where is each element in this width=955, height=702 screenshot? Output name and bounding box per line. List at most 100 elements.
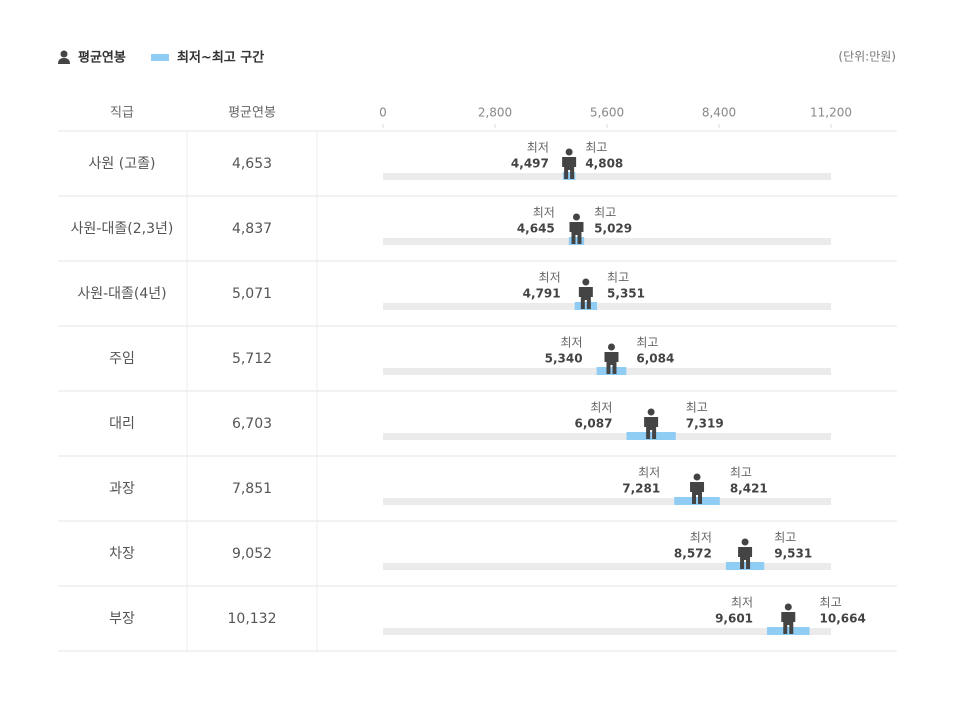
max-label: 최고 <box>730 466 752 480</box>
range-bar <box>562 172 576 180</box>
avg-value: 7,851 <box>232 481 272 497</box>
range-bar <box>574 302 598 310</box>
row-label: 사원-대졸(2,3년) <box>71 221 174 237</box>
marker-head <box>565 148 573 156</box>
avg-value: 4,653 <box>232 156 272 172</box>
range-bar <box>626 432 676 440</box>
row-label: 사원-대졸(4년) <box>77 286 166 302</box>
marker-head <box>693 473 701 481</box>
min-value: 4,791 <box>523 287 561 301</box>
track <box>383 173 831 180</box>
legend-icon-head <box>60 50 68 58</box>
column-header: 평균연봉 <box>228 106 276 121</box>
range-bar <box>767 627 810 635</box>
max-value: 5,029 <box>594 222 632 236</box>
marker-head <box>582 278 590 286</box>
min-value: 9,601 <box>715 612 753 626</box>
marker-head <box>647 408 655 416</box>
track <box>383 433 831 440</box>
max-label: 최고 <box>774 531 796 545</box>
min-label: 최저 <box>690 531 712 545</box>
max-label: 최고 <box>686 401 708 415</box>
marker-body <box>569 222 584 244</box>
min-value: 6,087 <box>575 417 613 431</box>
marker-head <box>741 538 749 546</box>
min-value: 4,497 <box>511 157 549 171</box>
x-tick-label: 2,800 <box>478 106 512 120</box>
max-label: 최고 <box>585 141 607 155</box>
max-value: 5,351 <box>607 287 645 301</box>
range-bar <box>674 497 720 505</box>
x-tick-label: 0 <box>379 106 387 120</box>
min-value: 4,645 <box>517 222 555 236</box>
max-value: 10,664 <box>820 612 866 626</box>
max-value: 4,808 <box>585 157 623 171</box>
row-label: 차장 <box>109 546 135 562</box>
min-value: 8,572 <box>674 547 712 561</box>
row-label: 사원 (고졸) <box>89 156 156 172</box>
marker-body <box>578 287 593 309</box>
max-label: 최고 <box>594 206 616 220</box>
min-label: 최저 <box>590 401 612 415</box>
unit-label: (단위:만원) <box>838 50 896 64</box>
marker-head <box>572 213 580 221</box>
marker-body <box>604 352 619 374</box>
min-value: 7,281 <box>622 482 660 496</box>
min-label: 최저 <box>638 466 660 480</box>
avg-marker <box>569 213 584 244</box>
max-value: 6,084 <box>636 352 674 366</box>
track <box>383 303 831 310</box>
marker-head <box>784 603 792 611</box>
marker-body <box>781 612 796 634</box>
avg-marker <box>644 408 659 439</box>
min-label: 최저 <box>539 271 561 285</box>
row-label: 과장 <box>109 481 135 497</box>
avg-value: 5,071 <box>232 286 272 302</box>
marker-body <box>738 547 753 569</box>
track <box>383 238 831 245</box>
marker-body <box>562 157 577 179</box>
min-label: 최저 <box>527 141 549 155</box>
max-label: 최고 <box>820 596 842 610</box>
avg-marker <box>690 473 705 504</box>
range-bar <box>596 367 627 375</box>
legend-swatch <box>151 54 169 61</box>
row-label: 대리 <box>109 416 135 432</box>
avg-value: 9,052 <box>232 546 272 562</box>
avg-marker <box>781 603 796 634</box>
avg-marker <box>738 538 753 569</box>
x-tick-label: 11,200 <box>810 106 852 120</box>
column-header: 직급 <box>110 106 134 121</box>
max-label: 최고 <box>636 336 658 350</box>
marker-head <box>607 343 615 351</box>
min-label: 최저 <box>561 336 583 350</box>
track <box>383 498 831 505</box>
marker-body <box>644 417 659 439</box>
x-tick-label: 5,600 <box>590 106 624 120</box>
avg-value: 5,712 <box>232 351 272 367</box>
avg-marker <box>578 278 593 309</box>
legend: 평균연봉 최저~최고 구간 <box>58 50 264 66</box>
max-value: 9,531 <box>774 547 812 561</box>
range-bar <box>725 562 765 570</box>
avg-value: 10,132 <box>228 611 277 627</box>
max-label: 최고 <box>607 271 629 285</box>
row-label: 부장 <box>109 611 135 627</box>
avg-marker <box>562 148 577 179</box>
min-value: 5,340 <box>545 352 583 366</box>
track <box>383 628 831 635</box>
marker-body <box>690 482 705 504</box>
legend-icon-body <box>58 58 70 64</box>
row-label: 주임 <box>109 351 135 367</box>
x-tick-label: 8,400 <box>702 106 736 120</box>
max-value: 8,421 <box>730 482 768 496</box>
avg-value: 4,837 <box>232 221 272 237</box>
legend-label: 평균연봉 <box>78 50 126 66</box>
max-value: 7,319 <box>686 417 724 431</box>
min-label: 최저 <box>533 206 555 220</box>
range-bar <box>568 237 585 245</box>
avg-value: 6,703 <box>232 416 272 432</box>
min-label: 최저 <box>731 596 753 610</box>
